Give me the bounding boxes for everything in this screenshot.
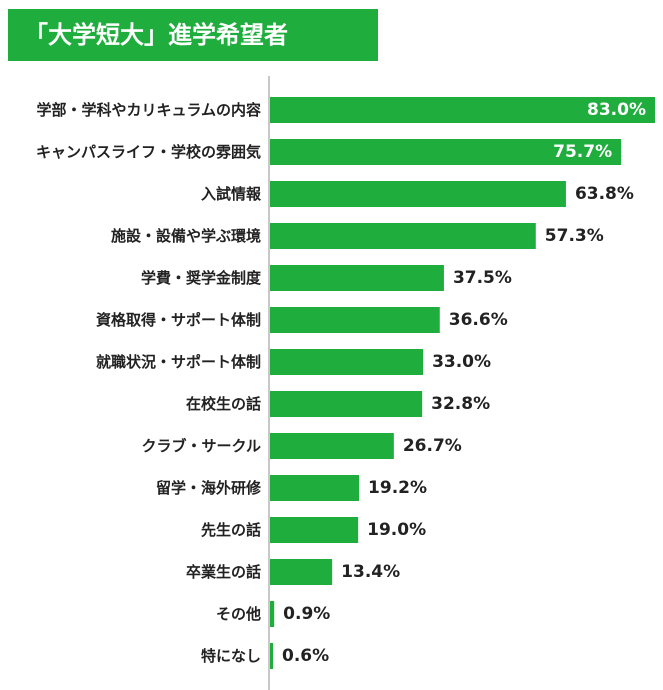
value-label: 32.8% [431, 394, 490, 414]
bar [270, 181, 566, 207]
bar [270, 559, 333, 585]
category-label: 入試情報 [201, 185, 262, 203]
value-label: 13.4% [341, 562, 400, 582]
value-label: 57.3% [545, 226, 604, 246]
value-label: 0.9% [283, 604, 330, 624]
value-label: 37.5% [453, 268, 512, 288]
category-label: 特になし [201, 647, 261, 665]
bar [270, 601, 275, 627]
value-label: 63.8% [575, 184, 634, 204]
value-label: 75.7% [553, 142, 612, 162]
category-label: その他 [216, 605, 261, 623]
value-label: 83.0% [587, 100, 646, 120]
value-label: 33.0% [432, 352, 491, 372]
category-label: 在校生の話 [186, 395, 261, 413]
bar [270, 517, 359, 543]
value-label: 36.6% [449, 310, 508, 330]
bar [270, 307, 440, 333]
value-label: 0.6% [282, 646, 329, 666]
bar [270, 223, 536, 249]
bar [270, 265, 444, 291]
category-label: 学部・学科やカリキュラムの内容 [36, 101, 261, 119]
category-label: キャンパスライフ・学校の雰囲気 [36, 143, 261, 161]
category-label: 就職状況・サポート体制 [96, 353, 261, 371]
value-label: 26.7% [403, 436, 462, 456]
category-label: 資格取得・サポート体制 [96, 311, 261, 329]
bar [270, 475, 360, 501]
bar [270, 643, 273, 669]
category-label: 先生の話 [201, 521, 261, 539]
bar [270, 433, 394, 459]
category-label: 卒業生の話 [186, 563, 261, 581]
bar [270, 139, 622, 165]
category-label: 留学・海外研修 [156, 479, 262, 497]
bar [270, 349, 424, 375]
value-label: 19.2% [368, 478, 427, 498]
bar [270, 97, 655, 123]
category-label: クラブ・サークル [141, 437, 261, 455]
category-label: 施設・設備や学ぶ環境 [111, 227, 261, 245]
category-label: 学費・奨学金制度 [141, 269, 262, 287]
chart-title: 「大学短大」進学希望者 [8, 9, 378, 61]
value-label: 19.0% [367, 520, 426, 540]
bar [270, 391, 423, 417]
